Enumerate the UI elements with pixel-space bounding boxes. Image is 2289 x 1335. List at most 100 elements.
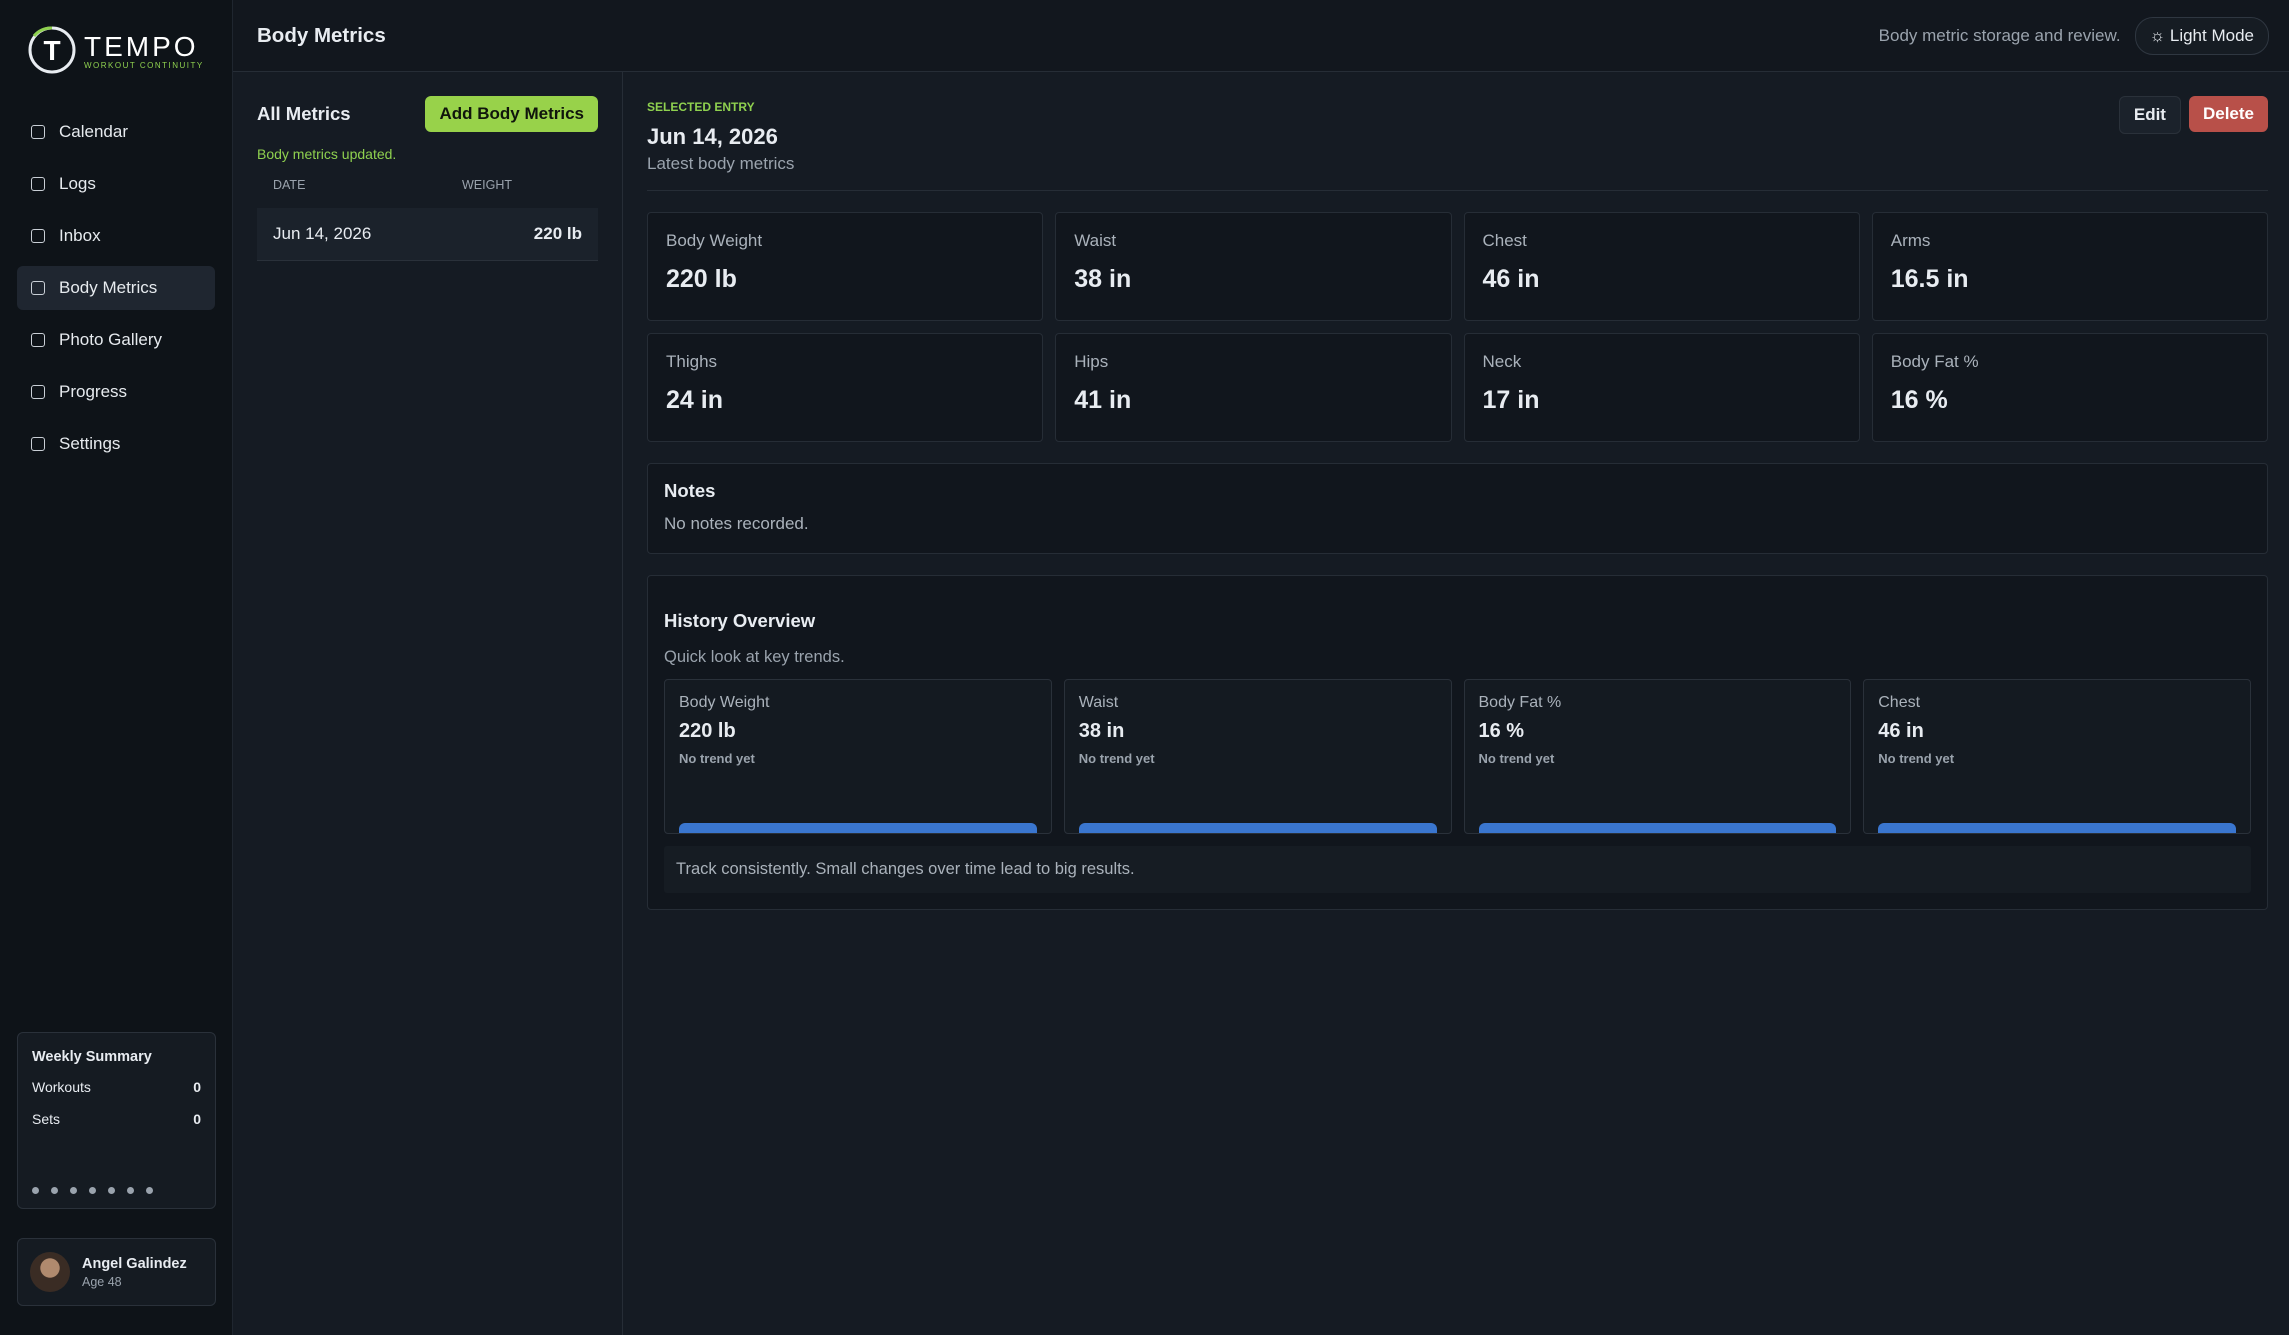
eyebrow: SELECTED ENTRY <box>647 100 755 114</box>
nav-icon <box>31 385 45 399</box>
history: History Overview Quick look at key trend… <box>647 575 2268 910</box>
metric-label: Body Fat % <box>1890 352 1979 371</box>
metric-value: 17 in <box>1482 386 1540 414</box>
trend-label: Body Weight <box>679 694 770 711</box>
nav-label: Progress <box>59 382 128 401</box>
summary-row: Workouts 0 <box>32 1079 201 1095</box>
trend-label: Waist <box>1078 694 1119 711</box>
trend-note: No trend yet <box>1478 751 1555 766</box>
metric-card: Arms 16.5 in <box>1871 212 2268 321</box>
user-name: Angel Galindez <box>82 1255 187 1272</box>
summary-row: Sets 0 <box>32 1111 201 1127</box>
main: Body Metrics Body metric storage and rev… <box>233 0 2289 1335</box>
list-title: All Metrics <box>257 103 351 124</box>
nav-label: Settings <box>59 434 121 453</box>
entry-caption: Latest body metrics <box>647 154 795 173</box>
metric-label: Body Weight <box>666 231 763 250</box>
trend-bar <box>679 823 1037 833</box>
trend-note: No trend yet <box>1878 751 1955 766</box>
column-header: WEIGHT <box>462 178 512 192</box>
nav-icon <box>31 333 45 347</box>
nav-item[interactable]: Calendar <box>17 110 215 154</box>
avatar <box>30 1252 70 1292</box>
history-footer: Track consistently. Small changes over t… <box>664 846 2251 893</box>
nav-item[interactable]: Settings <box>17 422 215 466</box>
trend-label: Chest <box>1878 694 1921 711</box>
user-age: Age 48 <box>82 1274 122 1289</box>
logo: T TEMPO WORKOUT CONTINUITY <box>26 24 204 76</box>
trend-card: Chest 46 in No trend yet <box>1863 679 2251 834</box>
nav-label: Inbox <box>59 226 101 245</box>
list-row[interactable]: Jun 14, 2026 220 lb <box>257 208 598 261</box>
metric-value: 41 in <box>1074 386 1132 414</box>
history-subtitle: Quick look at key trends. <box>664 648 845 666</box>
metric-label: Neck <box>1482 352 1522 371</box>
weekly-summary: Weekly Summary Workouts 0 Sets 0 <box>17 1032 216 1209</box>
metric-value: 220 lb <box>666 265 737 293</box>
trend-card: Body Weight 220 lb No trend yet <box>664 679 1052 834</box>
metric-label: Arms <box>1890 231 1931 250</box>
metric-value: 16.5 in <box>1890 265 1969 293</box>
brand: TEMPO <box>84 30 199 62</box>
trend-label: Body Fat % <box>1478 694 1562 711</box>
summary-value: 0 <box>193 1111 201 1127</box>
user-card[interactable]: Angel Galindez Age 48 <box>17 1238 216 1306</box>
metric-card: Waist 38 in <box>1055 212 1452 321</box>
nav-item[interactable]: Progress <box>17 370 215 414</box>
trend-card: Body Fat % 16 % No trend yet <box>1463 679 1852 834</box>
cell: 220 lb <box>533 224 582 243</box>
cell: Jun 14, 2026 <box>273 224 372 243</box>
summary-label: Sets <box>32 1111 61 1127</box>
trend-bar <box>1878 823 2236 833</box>
add-button[interactable]: Add Body Metrics <box>425 96 598 132</box>
tagline: WORKOUT CONTINUITY <box>84 60 204 70</box>
history-title: History Overview <box>664 610 816 631</box>
nav-icon <box>31 437 45 451</box>
theme-label: Light Mode <box>2169 25 2254 45</box>
sidebar: T TEMPO WORKOUT CONTINUITY Calendar Logs In… <box>0 0 233 1335</box>
entry-date: Jun 14, 2026 <box>647 124 778 149</box>
trend-value: 46 in <box>1878 720 1924 742</box>
dots <box>32 1187 153 1194</box>
svg-text:T: T <box>43 35 60 66</box>
detail: SELECTED ENTRY Jun 14, 2026 Latest body me… <box>623 72 2289 1335</box>
notes-text: No notes recorded. <box>664 514 809 533</box>
nav-item[interactable]: Logs <box>17 162 215 206</box>
columns: DATE WEIGHT <box>257 178 598 192</box>
nav-label: Logs <box>59 174 96 193</box>
delete-button[interactable]: Delete <box>2188 96 2268 132</box>
metric-label: Hips <box>1074 352 1109 371</box>
nav-icon <box>31 281 45 295</box>
notes-title: Notes <box>664 480 716 501</box>
trend-value: 38 in <box>1078 720 1125 742</box>
trend-bar <box>1078 823 1437 833</box>
nav-icon <box>31 229 45 243</box>
column-header: DATE <box>273 178 306 192</box>
nav-label: Body Metrics <box>59 278 158 297</box>
metric-value: 38 in <box>1074 265 1132 293</box>
nav-item[interactable]: Photo Gallery <box>17 318 215 362</box>
trend-value: 16 % <box>1478 720 1525 742</box>
metric-label: Thighs <box>666 352 718 371</box>
trend-bar <box>1478 823 1837 833</box>
trend-card: Waist 38 in No trend yet <box>1063 679 1452 834</box>
nav-icon <box>31 177 45 191</box>
notes: Notes No notes recorded. <box>647 463 2268 554</box>
summary-value: 0 <box>193 1079 201 1095</box>
theme-button[interactable]: ☼ Light Mode <box>2134 16 2269 55</box>
nav-label: Calendar <box>59 122 128 141</box>
metric-value: 16 % <box>1890 386 1948 414</box>
page-subtitle: Body metric storage and review. <box>1878 25 2121 45</box>
status: Body metrics updated. <box>257 146 397 162</box>
page-title: Body Metrics <box>257 23 386 47</box>
edit-button[interactable]: Edit <box>2118 96 2181 134</box>
nav: Calendar Logs Inbox Body Metrics Photo Galle… <box>17 110 215 474</box>
metric-value: 46 in <box>1482 265 1540 293</box>
nav-item[interactable]: Body Metrics <box>17 266 215 310</box>
metric-card: Body Weight 220 lb <box>647 212 1044 321</box>
nav-item[interactable]: Inbox <box>17 214 215 258</box>
nav-icon <box>31 125 45 139</box>
metric-card: Body Fat % 16 % <box>1871 333 2268 442</box>
nav-label: Photo Gallery <box>59 330 162 349</box>
